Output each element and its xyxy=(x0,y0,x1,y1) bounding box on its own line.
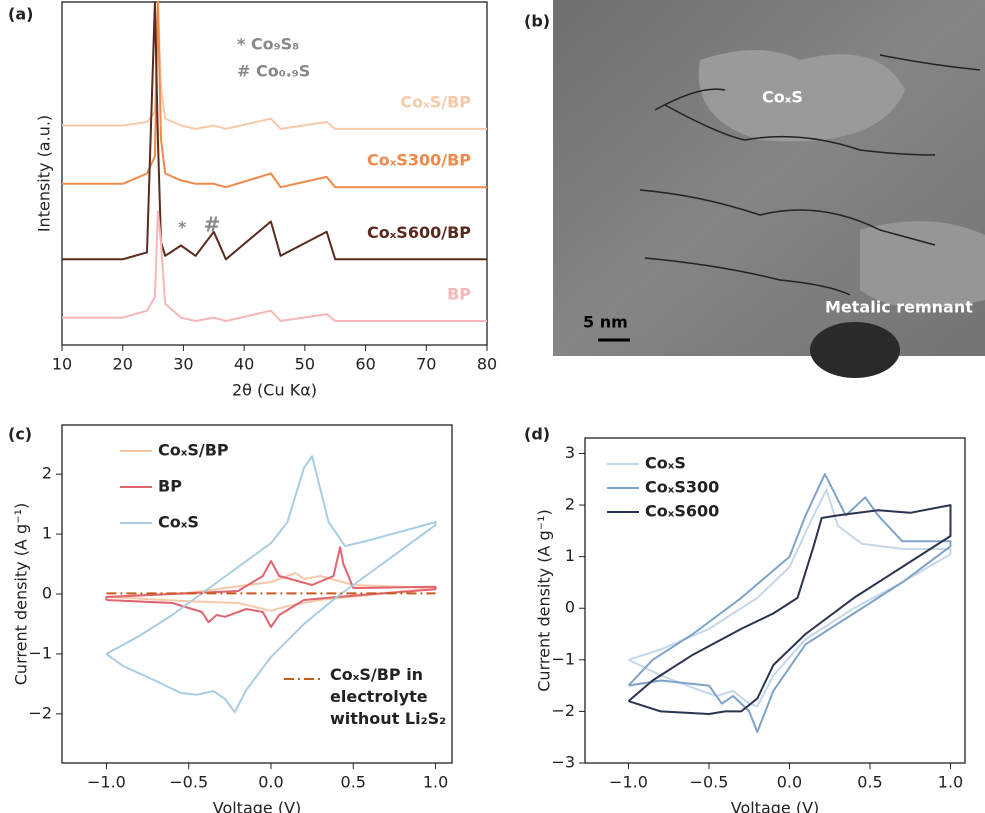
y-tick-label: 0 xyxy=(42,584,52,603)
data-line xyxy=(62,210,487,322)
tem-edge xyxy=(639,189,936,246)
x-tick-label: 1.0 xyxy=(938,773,963,792)
x-tick-label: −1.0 xyxy=(87,773,126,792)
annotation: # Co₀.₉S xyxy=(237,62,310,81)
x-tick-label: 20 xyxy=(113,355,133,374)
x-tick-label: −0.5 xyxy=(169,773,208,792)
y-tick-label: 2 xyxy=(42,464,52,483)
data-line xyxy=(627,473,952,733)
tem-region xyxy=(698,50,905,142)
annotation: # xyxy=(204,213,221,237)
y-tick-label: 1 xyxy=(565,546,575,565)
x-axis-label: Voltage (V) xyxy=(213,799,302,813)
data-line xyxy=(105,546,437,628)
y-axis-label: Current density (A g⁻¹) xyxy=(535,509,554,691)
remnant-label: Metalic remnant xyxy=(825,298,973,317)
y-tick-label: −1 xyxy=(28,643,52,662)
tem-edge xyxy=(644,257,851,296)
x-tick-label: 1.0 xyxy=(423,773,448,792)
y-tick-label: −2 xyxy=(28,703,52,722)
tem-edge xyxy=(879,54,981,71)
y-tick-label: 1 xyxy=(42,524,52,543)
plot-frame xyxy=(61,1,488,346)
y-tick-label: −3 xyxy=(551,753,575,772)
panel-label: (b) xyxy=(524,12,550,31)
data-line xyxy=(62,1,487,261)
legend-label: CoₓS/BP xyxy=(400,92,471,111)
y-axis-label: Current density (A g⁻¹) xyxy=(12,503,31,685)
legend-label: CoₓS600/BP xyxy=(367,223,471,242)
tem-region xyxy=(860,221,985,308)
legend-label: CoₓS/BP in electrolyte without Li₂S₂ xyxy=(330,665,447,728)
y-tick-label: −2 xyxy=(551,701,575,720)
x-tick-label: 0.5 xyxy=(341,773,366,792)
x-tick-label: 40 xyxy=(234,355,254,374)
y-tick-label: 0 xyxy=(565,598,575,617)
data-line xyxy=(627,504,952,715)
legend-label: CoₓS300 xyxy=(645,478,719,497)
x-tick-label: −0.5 xyxy=(690,773,729,792)
tem-edge xyxy=(654,88,936,156)
x-tick-label: 70 xyxy=(416,355,436,374)
x-tick-label: 0.5 xyxy=(857,773,882,792)
y-tick-label: 3 xyxy=(565,443,575,462)
legend-label: CoₓS/BP xyxy=(158,441,229,460)
legend-label: BP xyxy=(158,477,182,496)
scale-label: 5 nm xyxy=(583,313,628,332)
legend-label: CoₓS xyxy=(158,513,199,532)
x-tick-label: −1.0 xyxy=(609,773,648,792)
data-line xyxy=(62,1,487,189)
x-tick-label: 80 xyxy=(477,355,497,374)
x-tick-label: 30 xyxy=(173,355,193,374)
panel-label: (d) xyxy=(524,425,550,444)
legend-label: CoₓS300/BP xyxy=(367,151,471,170)
x-axis-label: Voltage (V) xyxy=(731,799,820,813)
panel-label: (a) xyxy=(8,5,33,24)
x-tick-label: 0.0 xyxy=(777,773,802,792)
tem-particle xyxy=(810,322,900,378)
data-line xyxy=(105,455,437,714)
panel-label: (c) xyxy=(8,425,32,444)
plot-frame xyxy=(584,437,966,764)
x-tick-label: 10 xyxy=(52,355,72,374)
tem-image: 5 nm CoₓS Metalic remnant (b) xyxy=(524,0,985,378)
data-line xyxy=(106,572,437,612)
x-tick-label: 50 xyxy=(295,355,315,374)
legend-label: CoₓS600 xyxy=(645,502,719,521)
annotation: * Co₉S₈ xyxy=(237,35,299,54)
legend-label: CoₓS xyxy=(645,454,686,473)
y-axis-label: Intensity (a.u.) xyxy=(35,115,54,232)
legend-label: BP xyxy=(447,284,471,303)
annotation: * xyxy=(178,218,187,237)
x-axis-label: 2θ (Cu Kα) xyxy=(232,381,317,400)
y-tick-label: −1 xyxy=(551,649,575,668)
x-tick-label: 60 xyxy=(355,355,375,374)
data-line xyxy=(628,488,952,708)
y-tick-label: 2 xyxy=(565,495,575,514)
x-tick-label: 0.0 xyxy=(258,773,283,792)
phase-label: CoₓS xyxy=(762,88,803,107)
